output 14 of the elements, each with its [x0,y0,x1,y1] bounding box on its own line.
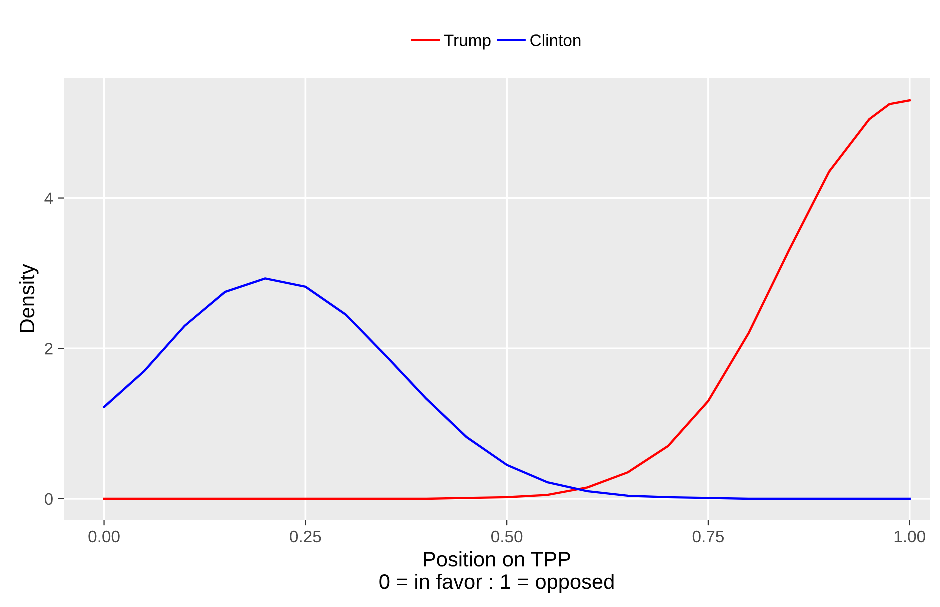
y-tick-label: 0 [44,493,53,506]
x-tick-label: 1.00 [894,530,926,543]
y-tick-label: 4 [44,192,54,204]
legend-label: Clinton [530,34,581,46]
x-tick-label: 0.00 [88,530,120,543]
x-tick-label: 0.50 [492,530,523,543]
x-tick-label: 0.75 [692,530,724,543]
line-series [103,99,911,500]
line-series [103,278,911,500]
y-axis-title: Density [19,264,39,332]
legend-label: Trump [444,34,491,50]
x-axis-title: Position on TPP 0 = in favor : 1 = opposed [380,552,614,594]
y-tick-label: 2 [45,343,53,355]
x-tick-label: 0.25 [290,530,322,543]
